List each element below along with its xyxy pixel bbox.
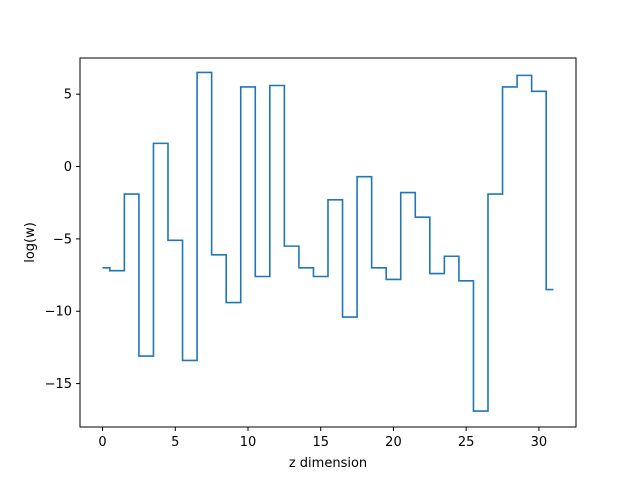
x-tick-label: 0 (98, 435, 106, 450)
y-tick-label: −10 (45, 305, 72, 320)
x-axis-label: z dimension (289, 456, 367, 471)
plot-area (102, 71, 554, 412)
y-tick-label: −15 (45, 377, 72, 392)
x-tick-label: 15 (312, 435, 329, 450)
series-line-0 (102, 71, 554, 412)
y-tick-label: −5 (53, 232, 72, 247)
y-tick-label: 5 (64, 88, 72, 103)
x-tick-label: 20 (385, 435, 402, 450)
x-tick-label: 25 (458, 435, 475, 450)
x-tick-label: 5 (171, 435, 179, 450)
y-tick-label: 0 (64, 160, 72, 175)
axes-frame (79, 57, 577, 428)
ticks: 0 5 10 15 20 25 30 −15 −10 −5 0 5 (45, 88, 548, 450)
x-tick-label: 10 (240, 435, 257, 450)
x-tick-label: 30 (531, 435, 548, 450)
y-axis-label: log(w) (23, 222, 38, 263)
